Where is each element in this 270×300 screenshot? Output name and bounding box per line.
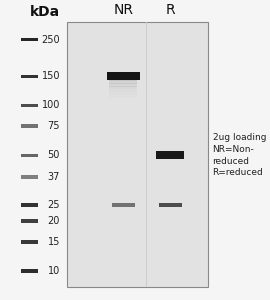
Text: kDa: kDa: [30, 5, 60, 19]
Bar: [21, 104, 38, 107]
Bar: [109, 77, 137, 81]
Text: 100: 100: [42, 100, 60, 110]
Text: 37: 37: [48, 172, 60, 182]
Text: 2ug loading
NR=Non-
reduced
R=reduced: 2ug loading NR=Non- reduced R=reduced: [212, 133, 266, 178]
Bar: [21, 175, 38, 179]
Bar: [109, 95, 137, 98]
Bar: [109, 80, 137, 84]
Bar: [21, 154, 38, 157]
Bar: [109, 92, 137, 95]
Bar: [21, 219, 38, 223]
Bar: [21, 269, 38, 273]
Text: 25: 25: [48, 200, 60, 210]
Bar: [109, 74, 137, 78]
Text: 250: 250: [41, 34, 60, 45]
Bar: [158, 203, 182, 207]
Bar: [146, 22, 147, 287]
Bar: [21, 75, 38, 78]
Bar: [21, 124, 38, 128]
Bar: [156, 152, 184, 159]
Bar: [109, 83, 137, 86]
Bar: [109, 89, 137, 92]
Text: 10: 10: [48, 266, 60, 276]
Text: 75: 75: [48, 121, 60, 131]
Bar: [107, 72, 140, 80]
Bar: [21, 203, 38, 207]
Text: 50: 50: [48, 150, 60, 160]
Text: NR: NR: [113, 4, 133, 17]
Bar: [112, 203, 135, 207]
Bar: [21, 240, 38, 244]
Text: 20: 20: [48, 216, 60, 226]
Text: 15: 15: [48, 237, 60, 247]
Bar: [109, 86, 137, 89]
Text: 150: 150: [42, 71, 60, 81]
Text: R: R: [166, 4, 175, 17]
Bar: [67, 22, 208, 287]
Bar: [21, 38, 38, 41]
